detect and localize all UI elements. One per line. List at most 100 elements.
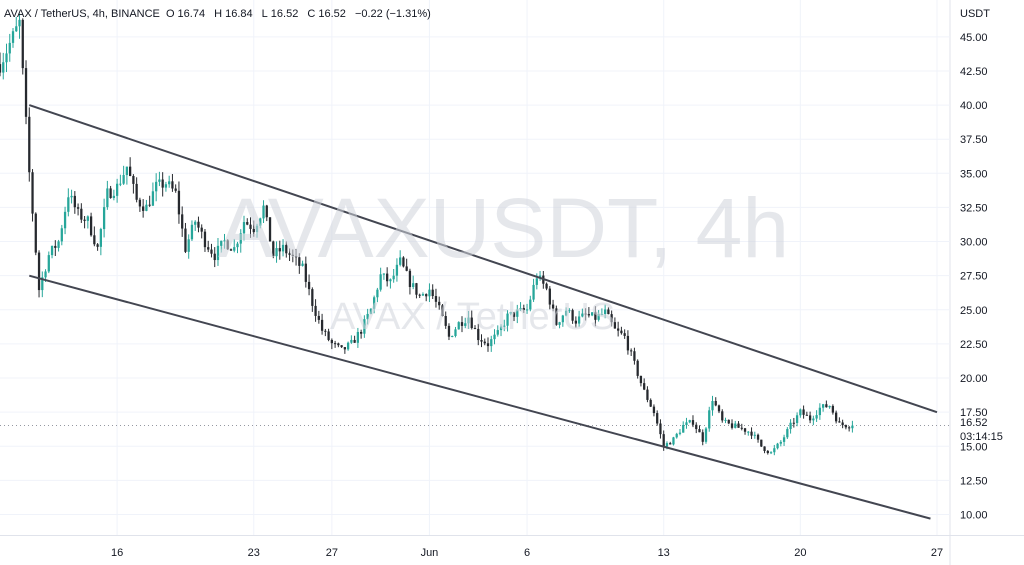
- bullish-candle: [782, 434, 786, 446]
- candle-body: [467, 317, 470, 324]
- time-tick-label: 16: [111, 547, 123, 559]
- bullish-candle: [395, 258, 399, 282]
- bullish-candle: [451, 335, 454, 338]
- candle-body: [750, 431, 753, 436]
- candle-body: [711, 401, 714, 411]
- candle-body: [278, 248, 281, 252]
- bearish-candle: [207, 240, 210, 253]
- bullish-candle: [821, 403, 825, 412]
- candle-body: [447, 325, 451, 337]
- candle-body: [818, 407, 822, 416]
- candle-body: [441, 305, 444, 317]
- candle-body: [760, 439, 763, 447]
- bearish-candle: [444, 311, 447, 329]
- candle-body: [333, 343, 337, 345]
- candle-body: [480, 340, 483, 342]
- bearish-candle: [834, 410, 838, 424]
- bearish-candle: [200, 224, 203, 239]
- candle-body: [672, 437, 675, 445]
- bearish-candle: [607, 307, 610, 315]
- legend-symbol[interactable]: AVAX / TetherUS, 4h, BINANCE: [4, 8, 160, 20]
- candle-body: [346, 342, 350, 350]
- candle-body: [73, 195, 76, 208]
- price-tick-label: 17.50: [960, 407, 988, 419]
- bearish-candle: [327, 328, 330, 342]
- bearish-candle: [324, 328, 327, 337]
- price-tick-label: 40.00: [960, 100, 988, 112]
- bullish-candle: [675, 432, 678, 439]
- legend-low: L 16.52: [262, 8, 302, 20]
- bearish-candle: [415, 282, 418, 299]
- bearish-candle: [24, 60, 28, 125]
- candle-body: [460, 322, 464, 326]
- candle-body: [548, 288, 551, 305]
- candle-body: [366, 313, 369, 320]
- bullish-candle: [753, 431, 756, 439]
- bearish-candle: [838, 417, 841, 423]
- candle-body: [246, 222, 249, 225]
- candle-body: [255, 225, 259, 233]
- bearish-candle: [571, 308, 574, 324]
- bullish-candle: [815, 410, 818, 422]
- bearish-candle: [298, 253, 301, 274]
- bearish-candle: [594, 306, 597, 327]
- candle-body: [203, 231, 207, 248]
- candle-body: [15, 26, 18, 32]
- bearish-candle: [353, 335, 356, 343]
- bullish-candle: [525, 303, 529, 314]
- time-axis[interactable]: 16 23 27 Jun 6 13 20 27: [111, 547, 943, 559]
- candle-body: [434, 296, 438, 302]
- bearish-candle: [522, 304, 525, 313]
- bullish-candle: [503, 319, 506, 332]
- bullish-candle: [239, 229, 242, 253]
- price-tick-label: 12.50: [960, 475, 988, 487]
- candle-body: [688, 420, 691, 423]
- bearish-candle: [750, 427, 753, 440]
- bullish-candle: [590, 312, 594, 317]
- candle-body: [194, 221, 197, 225]
- bullish-candle: [558, 321, 561, 329]
- candle-body: [490, 339, 493, 347]
- bearish-candle: [73, 191, 76, 214]
- candle-body: [168, 181, 171, 185]
- price-axis[interactable]: 10.00 12.50 15.00 17.50 20.00 22.50 25.00 27.50…: [960, 32, 988, 522]
- bullish-candle: [106, 180, 109, 210]
- candle-body: [281, 244, 285, 252]
- bearish-candle: [314, 299, 317, 322]
- candle-body: [678, 432, 682, 434]
- candle-body: [125, 166, 129, 176]
- candle-body: [551, 304, 555, 309]
- bearish-candle: [161, 172, 164, 197]
- candle-body: [415, 283, 418, 295]
- bearish-candle: [359, 329, 363, 339]
- candle-body: [525, 309, 529, 311]
- candle-body: [37, 252, 41, 291]
- bullish-candle: [262, 200, 265, 224]
- ohlc-legend[interactable]: AVAX / TetherUS, 4h, BINANCE O 16.74 H 16.…: [4, 8, 434, 20]
- candle-body: [656, 413, 659, 424]
- candle-body: [623, 333, 626, 336]
- candle-body: [265, 205, 268, 218]
- legend-close-value: 16.52: [318, 8, 346, 20]
- bearish-candle: [473, 325, 477, 330]
- candle-body: [753, 434, 756, 436]
- candle-body: [181, 214, 184, 229]
- candle-body: [734, 423, 737, 428]
- candle-body: [34, 213, 37, 253]
- bullish-candle: [600, 308, 604, 316]
- bullish-candle: [786, 427, 789, 440]
- legend-low-value: 16.52: [270, 8, 299, 20]
- price-tick-label: 20.00: [960, 373, 988, 385]
- bearish-candle: [174, 184, 177, 193]
- candle-body: [633, 351, 636, 361]
- currency-label[interactable]: USDT: [960, 8, 990, 20]
- bearish-candle: [743, 427, 747, 435]
- bearish-candle: [386, 267, 389, 287]
- candle-body: [369, 308, 373, 314]
- candle-body: [31, 172, 34, 214]
- bullish-candle: [769, 451, 773, 455]
- bearish-candle: [93, 226, 96, 247]
- candle-body: [109, 188, 112, 198]
